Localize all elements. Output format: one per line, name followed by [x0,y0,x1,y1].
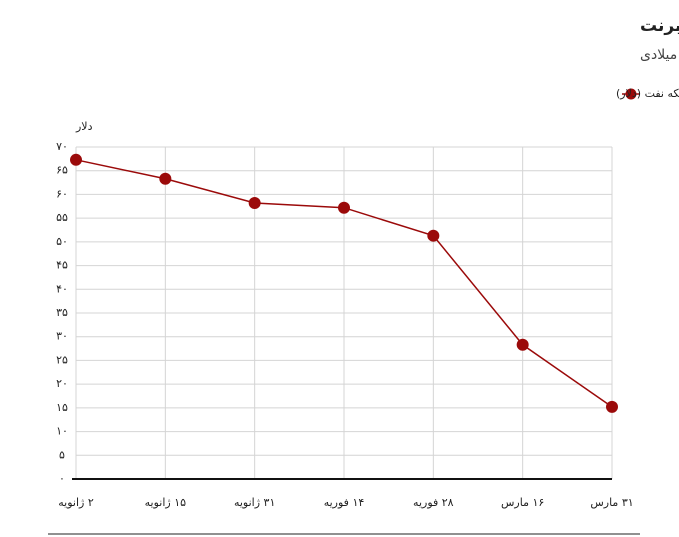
y-tick-label: ۶۵ [56,164,68,177]
y-tick-label: ۱۵ [56,401,68,414]
y-tick-label: ۳۰ [56,330,68,343]
data-point [159,172,172,185]
y-tick-label: ۵ [59,448,65,461]
data-point [70,153,82,166]
data-point [338,201,350,214]
y-tick-label: ۰ [59,472,65,485]
y-tick-label: ۶۰ [56,187,68,200]
data-point [606,400,618,413]
y-tick-label: ۳۵ [56,306,68,319]
data-point [516,338,529,351]
x-tick-label: ۳۱ مارس [590,496,633,509]
data-point [427,229,440,242]
x-tick-label: ۱۵ ژانویه [145,496,186,509]
chart-subtitle: سال ۲۰۲۰ میلادی [640,47,679,63]
x-tick-label: ۲۸ فوریه [413,496,454,509]
chart-title: قیمت نفت برنت [640,16,679,36]
y-tick-label: ۲۰ [56,377,68,390]
y-tick-label: ۱۰ [56,425,68,438]
y-tick-label: ۲۵ [56,353,68,366]
y-tick-label: ۴۵ [56,259,68,272]
y-tick-label: ۷۰ [56,140,68,153]
data-point [248,196,261,209]
y-tick-label: ۵۰ [56,235,68,248]
y-tick-label: ۴۰ [56,282,68,295]
x-tick-label: ۱۴ فوریه [324,496,365,509]
y-tick-label: ۵۵ [56,211,68,224]
y-axis-label: دلار [75,120,93,133]
x-tick-label: ۱۶ مارس [501,496,544,509]
legend-label: قیمت هر بشکه نفت (دلار) [616,87,679,100]
legend-swatch [625,88,637,100]
x-tick-label: ۳۱ ژانویه [234,496,275,509]
x-tick-label: ۲ ژانویه [58,496,94,509]
